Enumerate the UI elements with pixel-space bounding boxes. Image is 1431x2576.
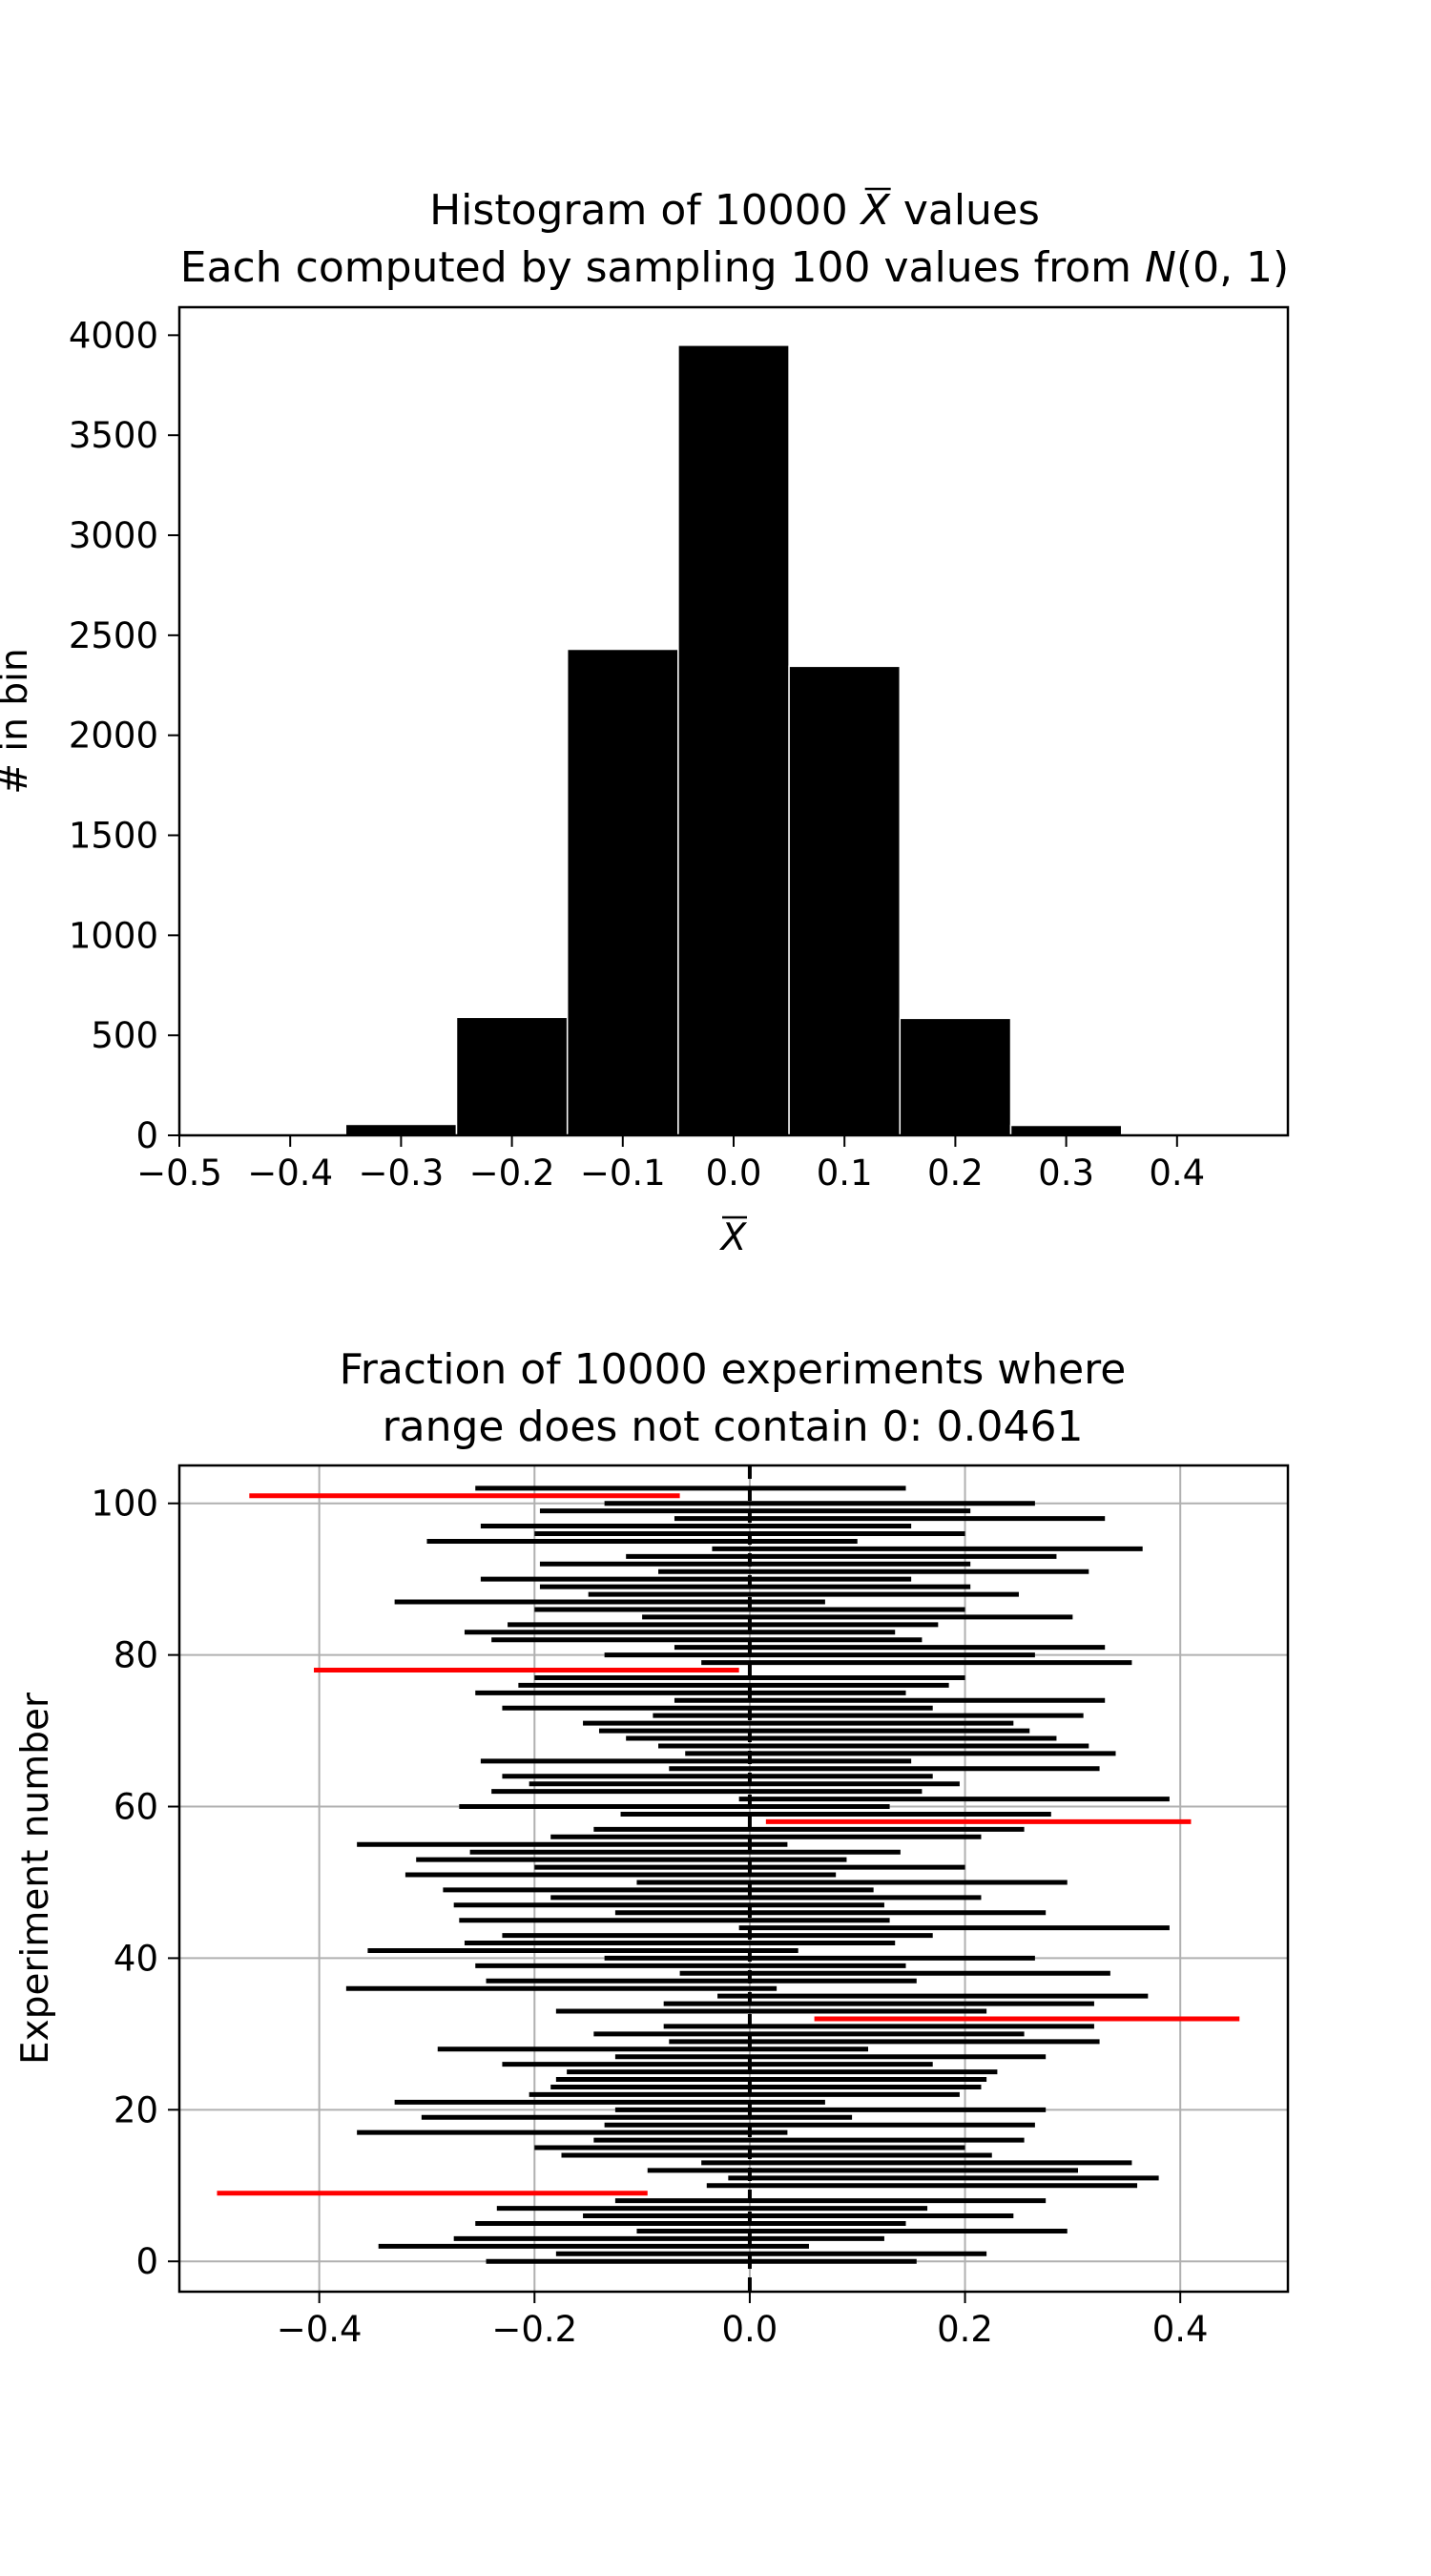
histogram-x-tick-label: −0.5 (136, 1153, 222, 1194)
histogram-bar (566, 648, 679, 1136)
histogram-y-tick-label: 500 (91, 1015, 158, 1056)
interval-x-tick-label: 0.2 (937, 2309, 993, 2350)
histogram-x-tick-label: −0.4 (247, 1153, 333, 1194)
histogram-bar (344, 1123, 458, 1136)
interval-y-axis-label: Experiment number (14, 1692, 57, 2065)
histogram-y-axis-label: # in bin (0, 648, 36, 794)
interval-plot-frame (177, 1464, 1290, 2294)
histogram-bar (455, 1016, 569, 1136)
interval-y-tick-label: 20 (114, 2089, 158, 2130)
histogram-bars (234, 344, 1234, 1136)
interval-x-tick-label: −0.2 (491, 2309, 577, 2350)
histogram-title-line2: Each computed by sampling 100 values fro… (180, 243, 1289, 292)
histogram-y-tick-label: 3500 (69, 415, 158, 456)
interval-y-tick-label: 100 (91, 1484, 158, 1525)
histogram-bar (1009, 1124, 1123, 1136)
interval-x-ticks: −0.4 −0.2 0.0 0.2 0.4 (277, 2292, 1209, 2350)
interval-gridlines (179, 1465, 1288, 2292)
interval-y-tick-label: 40 (114, 1938, 158, 1979)
histogram-x-tick-label: −0.2 (469, 1153, 555, 1194)
interval-y-tick-label: 80 (114, 1635, 158, 1676)
interval-y-tick-label: 0 (135, 2241, 158, 2282)
histogram-x-tick-label: 0.1 (817, 1153, 873, 1194)
histogram-x-tick-label: 0.4 (1149, 1153, 1205, 1194)
histogram-y-tick-label: 2000 (69, 716, 158, 757)
histogram-bar (788, 665, 902, 1136)
interval-x-tick-label: −0.4 (277, 2309, 363, 2350)
interval-x-tick-label: 0.4 (1152, 2309, 1209, 2350)
histogram-x-axis-label: X (719, 1216, 748, 1259)
interval-chart: Fraction of 10000 experiments where rang… (14, 1345, 1290, 2350)
histogram-x-tick-label: −0.3 (358, 1153, 444, 1194)
histogram-y-tick-label: 2500 (69, 615, 158, 656)
interval-title-line2: range does not contain 0: 0.0461 (383, 1402, 1084, 1451)
histogram-title-line1: Histogram of 10000 X values (429, 186, 1040, 235)
histogram-x-ticks: −0.5 −0.4 −0.3 −0.2 −0.1 0.0 0.1 0.2 0.3 0.4 (136, 1135, 1205, 1194)
histogram-y-tick-label: 1500 (69, 816, 158, 857)
histogram-y-ticks: 0 500 1000 1500 2000 2500 3000 3500 4000 (69, 315, 179, 1156)
histogram-y-tick-label: 4000 (69, 315, 158, 356)
xbar-symbol: X (860, 186, 891, 235)
histogram-x-tick-label: 0.2 (927, 1153, 984, 1194)
interval-lines (217, 1485, 1240, 2264)
interval-y-ticks: 0 20 40 60 80 100 (91, 1484, 179, 2282)
interval-title-line1: Fraction of 10000 experiments where (340, 1345, 1127, 1394)
histogram-x-tick-label: 0.3 (1038, 1153, 1094, 1194)
histogram-bar (899, 1017, 1012, 1136)
histogram-y-tick-label: 0 (135, 1115, 158, 1156)
histogram-x-tick-label: 0.0 (706, 1153, 762, 1194)
interval-x-tick-label: 0.0 (722, 2309, 778, 2350)
histogram-y-tick-label: 3000 (69, 515, 158, 556)
histogram-chart: Histogram of 10000 X values Each compute… (0, 186, 1290, 1259)
interval-y-tick-label: 60 (114, 1787, 158, 1828)
histogram-bar (677, 344, 790, 1136)
histogram-x-tick-label: −0.1 (580, 1153, 666, 1194)
histogram-y-tick-label: 1000 (69, 915, 158, 956)
